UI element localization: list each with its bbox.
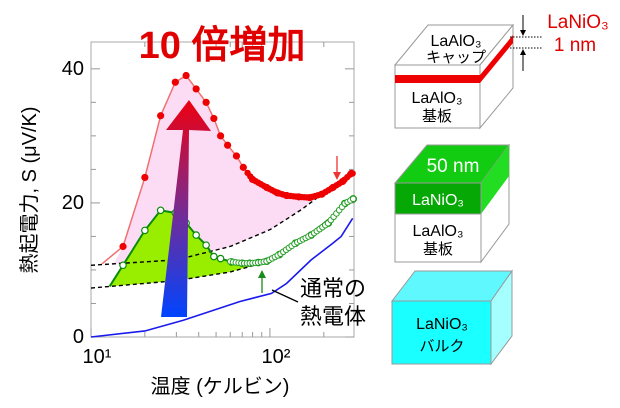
- substrate-label: LaAlO₃: [412, 90, 463, 107]
- data-point-1nm: [216, 132, 225, 140]
- bulk-label: LaNiO₃: [416, 316, 468, 333]
- bulk-label: バルク: [419, 338, 464, 355]
- thickness-indicator: LaNiO₃ 1 nm: [510, 12, 609, 71]
- y-tick-label: 20: [62, 192, 84, 214]
- data-point-50nm: [349, 195, 357, 203]
- data-point-50nm: [192, 231, 200, 239]
- x-axis-label: 温度 (ケルビン): [151, 375, 290, 398]
- lanio3-layer-side: [480, 35, 513, 83]
- data-point-1nm: [192, 85, 200, 93]
- green-marker-arrow: [258, 270, 266, 293]
- annotation-line-2: 熱電体: [300, 304, 366, 329]
- data-point-1nm: [171, 78, 179, 86]
- box-front-face: [391, 300, 492, 365]
- lanio3-layer: [395, 75, 480, 83]
- cap-label: キャップ: [426, 49, 486, 66]
- thickness-label: LaNiO₃: [547, 12, 609, 33]
- thickness-value: 1 nm: [554, 35, 596, 56]
- annotation-line-1: 通常の: [300, 276, 366, 301]
- bulk-box: LaNiO₃ バルク: [390, 269, 513, 366]
- data-point-1nm: [349, 170, 356, 177]
- plot-frame: [90, 41, 355, 338]
- data-point-1nm: [202, 98, 210, 106]
- lanio3-layer: [394, 182, 482, 215]
- data-point-1nm: [141, 173, 149, 182]
- substrate-label: LaAlO₃: [413, 223, 464, 240]
- data-point-50nm: [210, 252, 218, 261]
- x-tick-label: 10¹: [83, 346, 112, 368]
- data-point-1nm: [239, 163, 247, 171]
- data-point-1nm: [210, 114, 218, 123]
- substrate-label: 基板: [423, 240, 453, 258]
- data-point-50nm: [202, 241, 210, 249]
- data-point-1nm: [224, 141, 232, 149]
- y-tick-label: 40: [62, 58, 84, 80]
- red-marker-arrow: [333, 156, 341, 180]
- data-point-1nm: [182, 71, 190, 80]
- data-point-50nm: [141, 226, 149, 235]
- y-axis-label: 熱起電力, S (μV/K): [18, 106, 41, 273]
- cap-label: LaAlO₃: [431, 33, 482, 50]
- data-point-50nm: [216, 254, 225, 263]
- substrate-label: 基板: [422, 107, 452, 125]
- data-point-1nm: [157, 112, 165, 120]
- enhancement-arrow: [161, 100, 211, 317]
- axis-ticks: [90, 42, 354, 338]
- data-point-50nm: [119, 261, 127, 270]
- film-structure-box: 50 nm LaNiO₃ LaAlO₃ 基板: [393, 143, 510, 264]
- film-thickness-label: 50 nm: [427, 156, 480, 177]
- data-point-50nm: [156, 206, 165, 215]
- film-layer-label: LaNiO₃: [412, 192, 464, 209]
- baseline-dashed-curve-50nm: [90, 198, 355, 289]
- baseline-dashed-curve-1nm: [90, 172, 355, 266]
- data-point-1nm: [232, 152, 241, 160]
- cap-structure-box: LaAlO₃ キャップ LaAlO₃ 基板: [393, 23, 515, 130]
- seebeck-chart: [90, 41, 358, 338]
- y-tick-label: 0: [73, 326, 84, 348]
- series-line-bulk: [90, 217, 354, 338]
- data-point-1nm: [119, 242, 127, 251]
- annotation-leader-line: [271, 289, 299, 303]
- x-tick-label: 10²: [262, 346, 291, 368]
- lanio3-layer-side: [481, 145, 509, 214]
- chart-title: 10 倍増加: [139, 25, 306, 67]
